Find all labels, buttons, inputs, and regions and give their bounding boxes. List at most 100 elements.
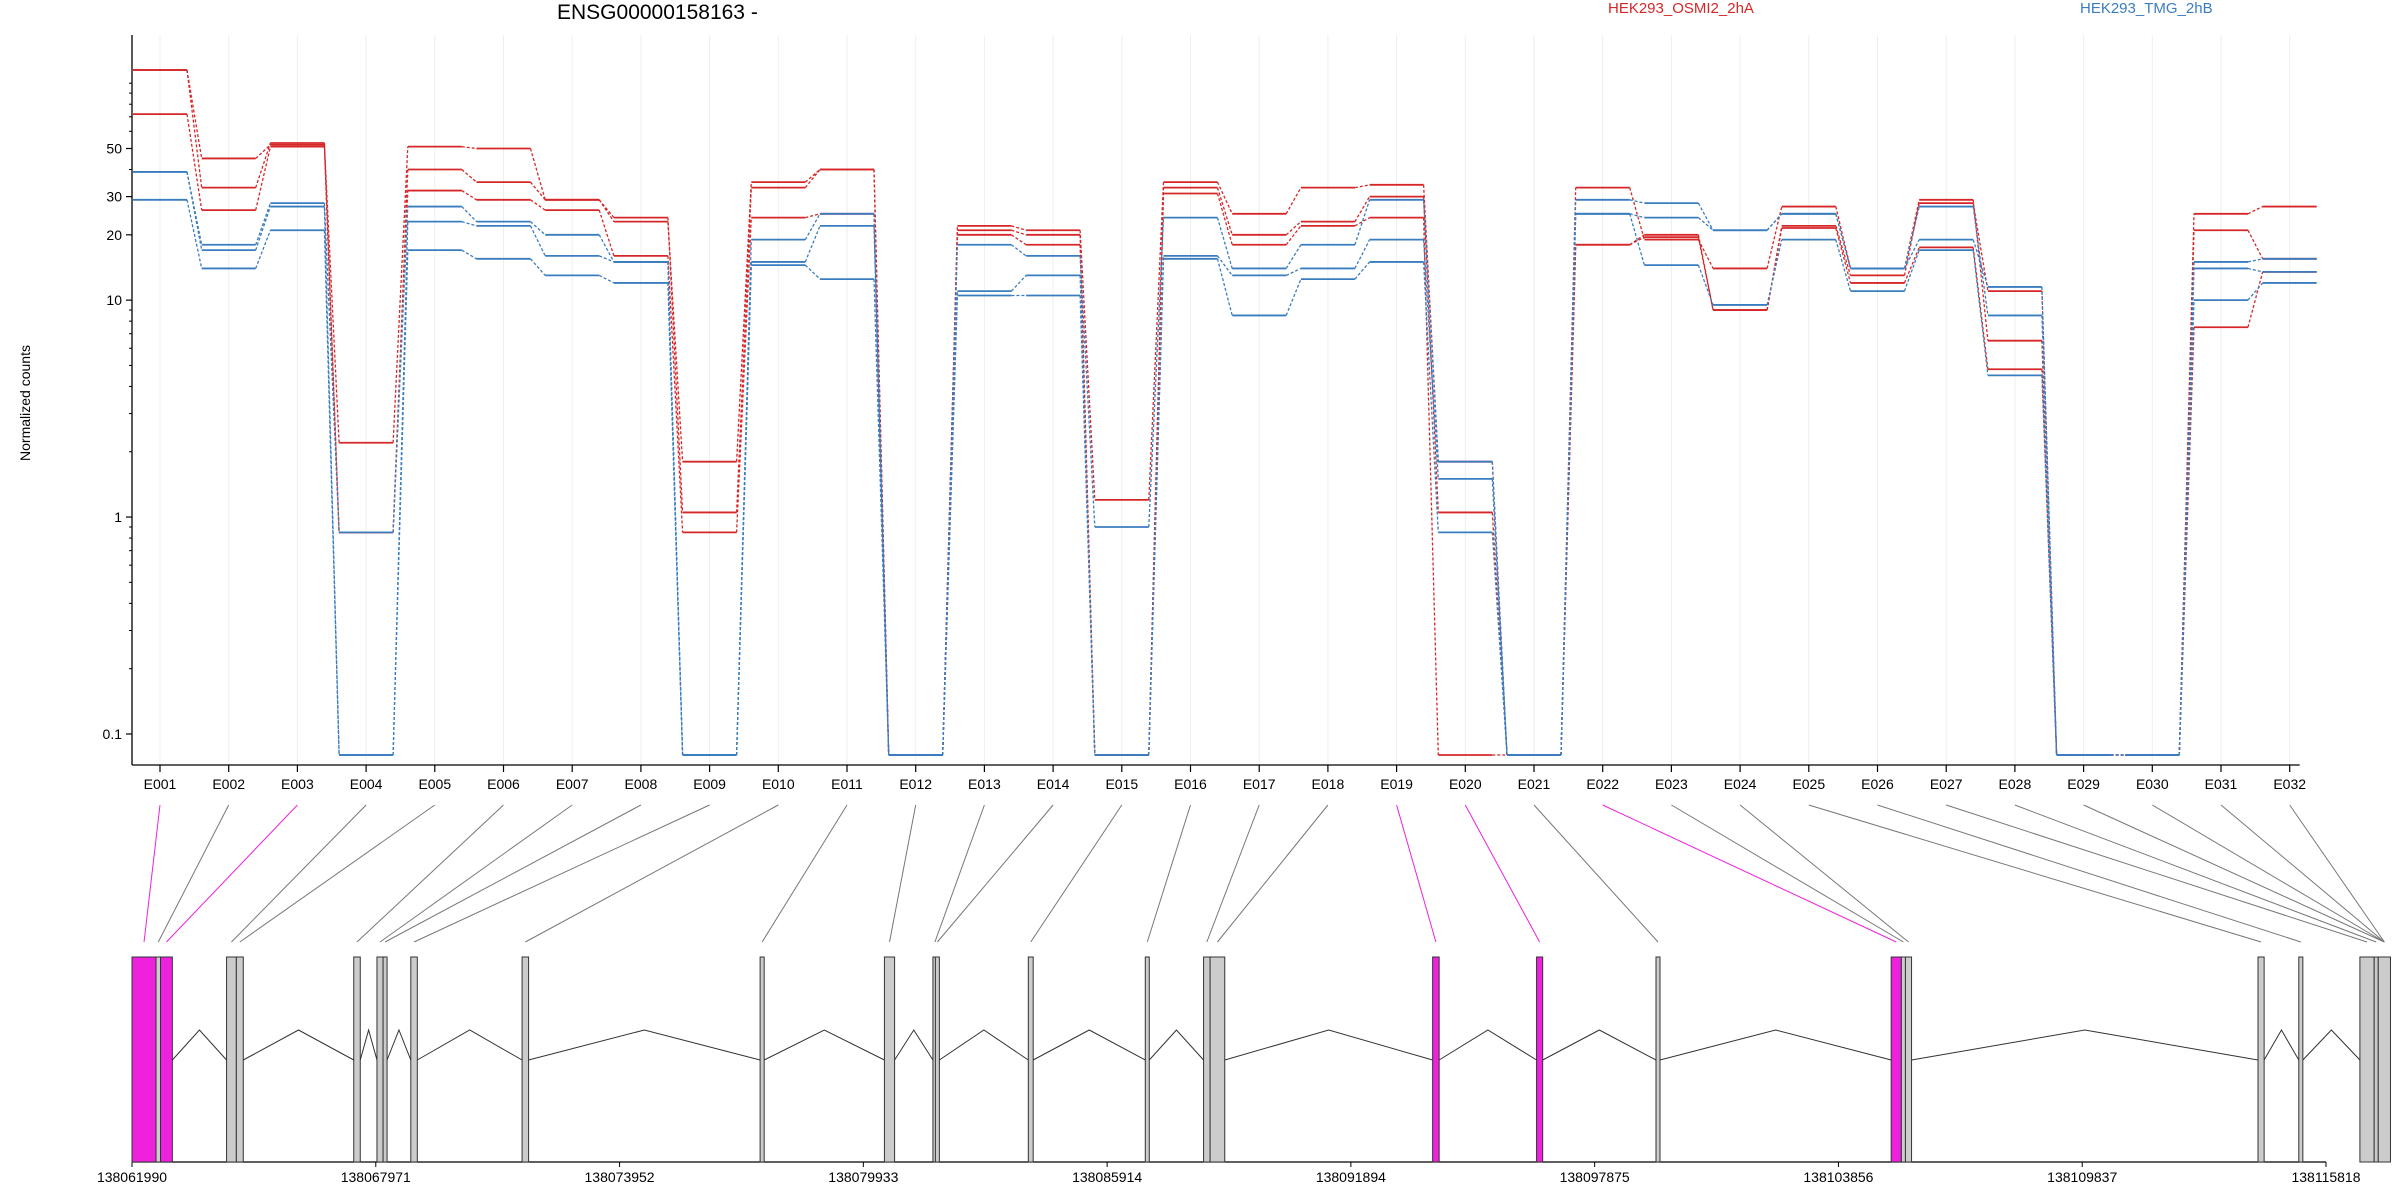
intron: [417, 1029, 523, 1061]
x-tick-label: E023: [1655, 776, 1688, 792]
legend-condition-a: HEK293_OSMI2_2hA: [1608, 0, 1754, 17]
series-connector: [804, 264, 821, 280]
y-tick-label: 10: [106, 292, 122, 308]
series-connector: [1285, 278, 1302, 316]
exon-box: [376, 956, 384, 1163]
exon-box: [410, 956, 418, 1163]
x-tick-label: E009: [693, 776, 726, 792]
exon-connector: [1464, 804, 1541, 943]
exon-connector: [379, 804, 573, 943]
y-tick-label: 30: [106, 189, 122, 205]
series-connector: [1010, 274, 1027, 292]
series-connector: [2247, 271, 2264, 328]
series-connector: [2247, 267, 2263, 273]
exon-connectors: [143, 804, 2385, 943]
x-tick-label: E005: [418, 776, 451, 792]
intron: [2263, 1029, 2300, 1061]
x-tick-label: E022: [1586, 776, 1619, 792]
x-tick-label: E021: [1518, 776, 1551, 792]
series-connector: [1285, 221, 1302, 236]
intron: [1438, 1029, 1537, 1061]
x-tick-label: E014: [1037, 776, 1070, 792]
series-connector: [186, 171, 203, 251]
x-tick-label: E025: [1792, 776, 1825, 792]
series-connector: [392, 206, 409, 533]
intron: [2302, 1029, 2361, 1061]
exon-connector: [889, 804, 917, 943]
series-connector: [735, 187, 752, 513]
exon-connector: [1671, 804, 1904, 943]
series-connector: [1697, 202, 1714, 231]
exon-box: [934, 956, 940, 1163]
series-connector: [1354, 261, 1371, 280]
x-tick-label: E018: [1312, 776, 1345, 792]
series-connector: [530, 258, 546, 276]
series-connector: [529, 148, 546, 200]
series-connector: [735, 182, 752, 462]
x-tick-label: E031: [2205, 776, 2238, 792]
x-tick-label: E013: [968, 776, 1001, 792]
series-connector: [1216, 193, 1233, 245]
intron: [1911, 1029, 2259, 1061]
intron: [243, 1029, 354, 1061]
x-tick-label: E007: [556, 776, 589, 792]
series-connector: [1422, 199, 1439, 462]
coordinate-tick-label: 138091894: [1316, 1169, 1386, 1185]
series-connector: [1422, 217, 1439, 756]
exon-connector: [525, 804, 779, 943]
series-connector: [2178, 327, 2195, 756]
series-connector: [1629, 213, 1645, 219]
exon-connector: [2152, 804, 2385, 943]
series-connector: [1629, 213, 1646, 266]
series-connector: [186, 69, 203, 188]
exon-connector: [2220, 804, 2385, 943]
series-connector: [1766, 206, 1783, 269]
series-connector: [255, 146, 272, 211]
series-connector: [2247, 229, 2264, 260]
series-connector: [1697, 239, 1714, 269]
coordinate-tick-label: 138067971: [341, 1169, 411, 1185]
exon-connector: [239, 804, 436, 943]
exon-connector: [413, 804, 710, 943]
exon-box: [160, 956, 173, 1163]
exon-box: [883, 956, 896, 1163]
series-connector: [529, 181, 546, 201]
series-connector: [1285, 225, 1302, 246]
series-connector: [2247, 205, 2263, 215]
series-lines: [133, 69, 2317, 756]
intron: [1542, 1029, 1657, 1061]
series-connector: [598, 199, 615, 223]
x-tick-label: E001: [144, 776, 177, 792]
coordinate-tick-label: 138103856: [1803, 1169, 1873, 1185]
series-connector: [598, 234, 615, 263]
series-connector: [255, 144, 271, 159]
gene-title: ENSG00000158163 -: [557, 1, 758, 24]
series-connector: [1422, 261, 1439, 533]
exon-connector: [1877, 804, 2301, 943]
intron: [1032, 1029, 1146, 1061]
exon-box: [353, 956, 361, 1163]
series-connector: [255, 142, 272, 188]
series-connector: [1560, 213, 1577, 756]
series-connector: [1216, 187, 1233, 236]
intron: [894, 1029, 934, 1061]
series-connector: [1354, 196, 1371, 222]
series-connector: [1354, 199, 1371, 245]
intron: [1148, 1029, 1204, 1061]
intron: [528, 1029, 761, 1061]
series-connector: [1835, 225, 1852, 276]
exon-box: [1027, 956, 1034, 1163]
x-tick-label: E019: [1380, 776, 1413, 792]
exon-connector: [356, 804, 504, 943]
x-tick-label: E020: [1449, 776, 1482, 792]
x-tick-label: E016: [1174, 776, 1207, 792]
axes: 0.1 1 10 20 30 50 E001 E002 E003 E004 E005 E006 E007…: [103, 35, 2306, 792]
series-connector: [2178, 300, 2195, 756]
series-connector: [1285, 244, 1302, 269]
series-connector: [1148, 193, 1165, 756]
series-connector: [1148, 258, 1165, 756]
series-connector: [1011, 234, 1027, 246]
series-connector: [1354, 239, 1371, 269]
exon-box: [521, 956, 530, 1163]
